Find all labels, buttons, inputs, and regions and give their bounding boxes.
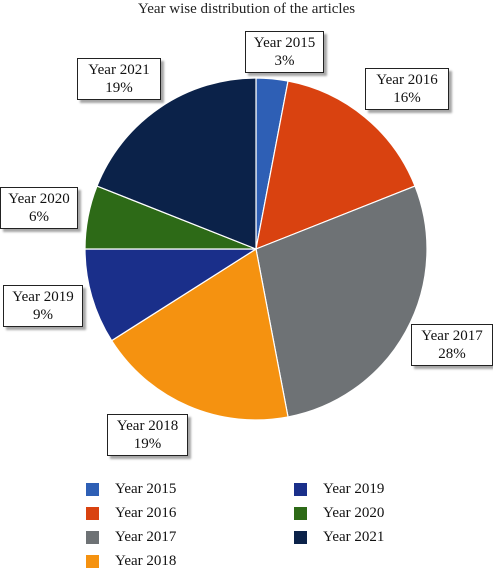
callout-label-2021: Year 2021	[88, 62, 150, 78]
callout-2019: Year 2019 9%	[3, 285, 83, 327]
legend-item-2020: Year 2020	[294, 504, 384, 522]
legend-label-2021: Year 2021	[323, 529, 385, 545]
legend-item-2019: Year 2019	[294, 480, 384, 498]
callout-value-2019: 9%	[33, 307, 53, 323]
legend-item-2016: Year 2016	[86, 504, 176, 522]
legend-item-2021: Year 2021	[294, 528, 384, 546]
callout-2016: Year 2016 16%	[365, 68, 449, 110]
legend-item-2017: Year 2017	[86, 528, 176, 546]
legend-label-2016: Year 2016	[115, 505, 177, 521]
legend-item-2018: Year 2018	[86, 552, 176, 570]
chart-title: Year wise distribution of the articles	[137, 1, 356, 17]
legend-swatch-2020	[294, 506, 307, 520]
legend-swatch-2021	[294, 530, 307, 544]
legend-swatch-2019	[294, 482, 307, 496]
callout-value-2018: 19%	[133, 436, 162, 452]
legend-label-2015: Year 2015	[115, 481, 177, 497]
legend-label-2017: Year 2017	[115, 529, 177, 545]
callout-label-2018: Year 2018	[116, 418, 179, 434]
legend-label-2018: Year 2018	[115, 553, 177, 569]
pie-slice-year-2017	[255, 185, 428, 418]
callout-label-2019: Year 2019	[12, 289, 74, 305]
callout-label-2015: Year 2015	[253, 35, 316, 51]
legend-swatch-2017	[86, 530, 99, 544]
callout-2015: Year 2015 3%	[245, 31, 324, 73]
legend-swatch-2015	[86, 482, 99, 496]
callout-label-2020: Year 2020	[8, 191, 70, 207]
pie-slice-year-2021	[96, 77, 257, 250]
callout-value-2020: 6%	[29, 209, 49, 225]
callout-value-2015: 3%	[274, 53, 295, 69]
callout-2021: Year 2021 19%	[77, 58, 161, 100]
callout-value-2017: 28%	[438, 346, 466, 362]
legend-swatch-2018	[86, 554, 99, 568]
legend-item-2015: Year 2015	[86, 480, 176, 498]
callout-value-2016: 16%	[393, 90, 421, 106]
legend-label-2020: Year 2020	[323, 505, 385, 521]
pie-slice-year-2019	[84, 248, 259, 342]
callout-2018: Year 2018 19%	[107, 414, 188, 456]
callout-2017: Year 2017 28%	[411, 324, 493, 366]
pie-slice-year-2018	[110, 248, 289, 421]
callout-label-2017: Year 2017	[421, 328, 483, 344]
legend-swatch-2016	[86, 506, 99, 520]
callout-label-2016: Year 2016	[376, 72, 438, 88]
callout-2020: Year 2020 6%	[0, 187, 78, 229]
pie-slice-year-2016	[255, 80, 416, 250]
legend-label-2019: Year 2019	[323, 481, 385, 497]
callout-value-2021: 19%	[105, 80, 133, 96]
